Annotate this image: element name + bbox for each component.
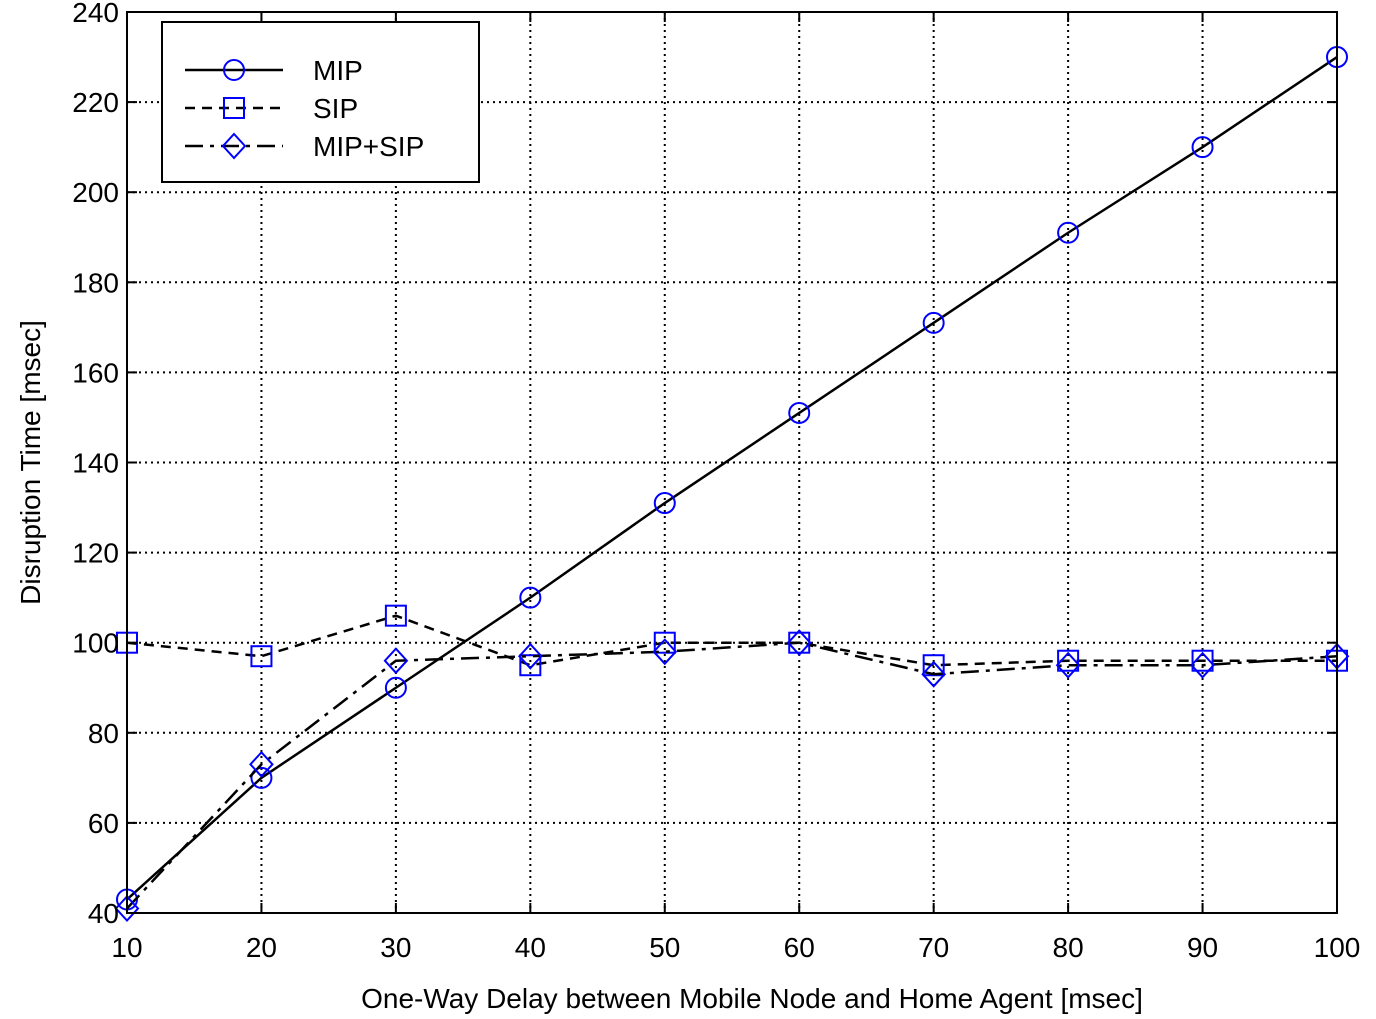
y-axis-label: Disruption Time [msec]: [15, 320, 46, 605]
legend-item: SIP: [185, 93, 358, 124]
x-axis-label: One-Way Delay between Mobile Node and Ho…: [361, 983, 1143, 1014]
legend-item: MIP+SIP: [185, 131, 424, 162]
x-tick-label: 70: [918, 932, 949, 963]
data-point: [921, 660, 947, 688]
data-point: [653, 631, 676, 654]
data-point: [652, 638, 678, 666]
x-tick-label: 60: [784, 932, 815, 963]
y-tick-label: 180: [72, 267, 119, 298]
x-tick-label: 90: [1187, 932, 1218, 963]
x-tick-label: 40: [515, 932, 546, 963]
series-line: [126, 641, 1338, 910]
legend-marker: [223, 97, 245, 119]
data-point: [250, 766, 273, 789]
grid-layer: [127, 12, 1337, 913]
x-tick-label: 100: [1314, 932, 1361, 963]
data-point: [922, 311, 945, 334]
legend-label: MIP+SIP: [313, 131, 424, 162]
legend: MIP SIP MIP+SIP: [161, 21, 480, 183]
legend-marker: [223, 59, 245, 81]
legend-box: [161, 21, 480, 183]
data-point: [1057, 221, 1080, 244]
legend-label: SIP: [313, 93, 358, 124]
data-point: [1191, 649, 1214, 672]
data-point: [786, 629, 812, 657]
legend-item: MIP: [185, 55, 363, 86]
data-point: [384, 676, 407, 699]
series-sip: [116, 604, 1348, 677]
data-point: [383, 647, 409, 675]
legend-label: MIP: [313, 55, 363, 86]
data-point: [519, 586, 542, 609]
y-tick-label: 200: [72, 177, 119, 208]
y-tick-label: 240: [72, 0, 119, 28]
data-point: [1190, 651, 1215, 679]
x-tick-label: 80: [1053, 932, 1084, 963]
y-tick-label: 140: [72, 448, 119, 479]
data-point: [249, 750, 274, 778]
data-point: [1055, 651, 1081, 679]
data-point: [517, 642, 543, 670]
data-point: [653, 492, 676, 515]
x-tick-label: 30: [380, 932, 411, 963]
y-tick-label: 160: [72, 357, 119, 388]
data-point: [250, 645, 273, 668]
series-line: [126, 56, 1338, 901]
legend-marker: [221, 132, 247, 160]
y-tick-label: 40: [88, 898, 119, 929]
data-point: [1191, 136, 1214, 159]
x-tick-label: 10: [111, 932, 142, 963]
y-tick-label: 80: [88, 718, 119, 749]
series-line: [126, 614, 1337, 667]
series-mip-sip: [114, 629, 1350, 922]
y-tick-label: 120: [72, 538, 119, 569]
data-point: [788, 401, 811, 424]
y-tick-label: 100: [72, 628, 119, 659]
data-point: [384, 604, 407, 627]
data-point: [519, 654, 542, 677]
data-point: [114, 895, 140, 922]
y-tick-label: 220: [72, 87, 119, 118]
data-point: [1057, 649, 1080, 672]
x-tick-label: 20: [246, 932, 277, 963]
y-tick-label: 60: [88, 808, 119, 839]
tick-layer: 10 20 30 40 50 60 70 80 90 100 40 60 80 100 120 140 160 1…: [72, 0, 1360, 963]
x-tick-label: 50: [649, 932, 680, 963]
